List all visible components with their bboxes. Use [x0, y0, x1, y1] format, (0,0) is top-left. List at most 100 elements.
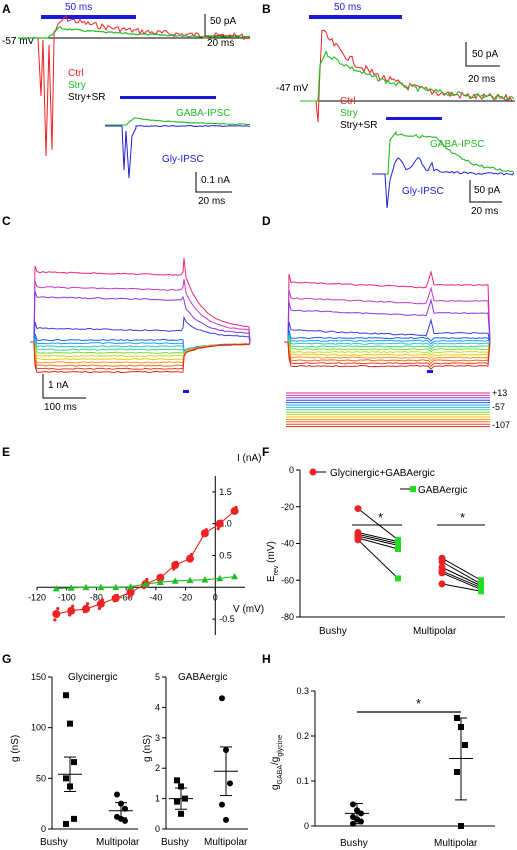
f-pair-line	[357, 508, 399, 541]
scalebar-c-y: 1 nA	[48, 380, 69, 391]
trace-c-0	[30, 257, 251, 343]
label-b-gly-ipsc: Gly-IPSC	[402, 186, 444, 197]
e-point-1	[171, 577, 179, 584]
e-replicate	[219, 519, 223, 523]
e-replicate	[114, 596, 118, 600]
f-legend-red-label: Glycinergic+GABAergic	[330, 468, 435, 479]
trace-c-4	[30, 333, 251, 353]
chartG2-ytick-label: 0	[155, 824, 160, 834]
e-point-1	[52, 585, 60, 592]
e-point-1	[112, 583, 120, 591]
e-replicate	[54, 613, 58, 617]
e-xtick-label: -100	[58, 592, 76, 602]
e-replicate	[234, 505, 238, 509]
g-glycinergic-plot: 0 50 100 150	[31, 672, 138, 834]
e-line-0	[56, 510, 235, 615]
chartG1-point	[71, 815, 77, 822]
scalebar-b-bottom: 50 pA 20 ms	[469, 180, 502, 217]
scalebar-a-bottom: 0.1 nA 20 ms	[195, 172, 232, 207]
chartG1-ytick-label: 50	[36, 773, 46, 783]
f-ytick-label: -60	[281, 575, 294, 585]
chartG1-point	[63, 775, 69, 782]
f-ytick-label: -40	[281, 539, 294, 549]
e-replicate	[172, 567, 176, 571]
e-point-1	[141, 580, 149, 587]
f-pair-line	[357, 535, 399, 546]
f-green-point	[478, 588, 484, 595]
h-sig: *	[416, 696, 421, 711]
e-replicate	[204, 528, 208, 532]
panel-d: D +13 -57 -107	[262, 214, 510, 430]
f-pair-line	[357, 537, 399, 550]
f-red-point	[354, 505, 362, 513]
trace-d-3	[284, 318, 491, 343]
g1-title: Glycinergic	[68, 672, 117, 683]
e-replicate	[142, 586, 146, 590]
f-ytick-label: -80	[281, 612, 294, 622]
e-replicate	[175, 560, 179, 564]
f-green-point	[395, 542, 401, 549]
trace-a-stry	[18, 25, 251, 39]
f-pair-line	[441, 557, 482, 581]
e-point-1	[216, 574, 224, 582]
scalebar-a-top-x: 20 ms	[207, 38, 234, 49]
f-pair-line	[357, 533, 399, 544]
panel-b: B 50 ms 50 pA 20 ms -47 mV Ctrl Stry Str…	[262, 2, 515, 217]
trace-d-13	[284, 341, 491, 367]
chartG1-ytick-label: 0	[41, 824, 46, 834]
h-xlabel-bushy: Bushy	[340, 838, 368, 849]
trace-c-3	[30, 315, 251, 343]
e-point-1	[231, 572, 239, 580]
trace-d-0	[284, 270, 491, 343]
chartH-point	[462, 742, 468, 748]
legend-a-ctrl: Ctrl	[68, 68, 84, 79]
iv-plot: -120 -100 -80 -60 -40 -20 0 -0.5 0.5 1.0 1.5	[28, 476, 245, 635]
e-replicate	[233, 509, 237, 513]
chartG2-ytick-label: 5	[155, 672, 160, 682]
chartG2-point	[227, 780, 233, 787]
e-point-1	[127, 583, 135, 590]
scalebar-b-top: 50 pA 20 ms	[465, 42, 500, 85]
f-sig-bushy: *	[378, 510, 383, 525]
chartH-point	[458, 823, 464, 829]
e-replicate	[127, 595, 131, 599]
trace-c-14	[30, 341, 251, 374]
panel-letter-b: B	[262, 2, 271, 16]
e-xlabel: V (mV)	[233, 604, 264, 615]
e-point-0	[67, 606, 76, 615]
f-green-point	[395, 575, 401, 582]
e-replicate	[145, 577, 149, 582]
g2-xlabel-bushy: Bushy	[161, 837, 189, 848]
traces-c	[30, 257, 251, 374]
e-replicate	[97, 606, 101, 611]
chartH-point	[454, 769, 460, 775]
e-replicate	[56, 607, 60, 611]
trace-d-1	[284, 286, 491, 343]
e-replicate	[203, 533, 207, 537]
chartH-ytick-label: 0.1	[296, 776, 309, 786]
e-xtick-label: -40	[149, 592, 162, 602]
e-ytick-label: 1.5	[219, 487, 232, 497]
panel-f: F 0 -20 -40 -60 -80 Erev (mV) Glycinergic+GA…	[262, 445, 505, 637]
traces-d	[284, 270, 491, 370]
f-green-point	[478, 577, 484, 584]
trace-c-1	[30, 278, 251, 343]
chartH-ytick-label: 0.3	[296, 686, 309, 696]
step-label-top: +13	[492, 388, 507, 398]
e-xtick-label: -20	[179, 592, 192, 602]
chartG2-point	[219, 801, 225, 808]
scalebar-a-bottom-y: 0.1 nA	[201, 175, 230, 186]
e-ytick-label: -0.5	[219, 614, 235, 624]
scalebar-b-top-y: 50 pA	[472, 49, 498, 60]
ratio-plot: 0 0.1 0.2 0.3	[296, 686, 495, 831]
f-legend-green-marker	[410, 486, 416, 492]
f-red-point	[438, 569, 446, 577]
g2-ylabel: g (nS)	[142, 735, 153, 762]
scalebar-b-bottom-y: 50 pA	[474, 185, 500, 196]
e-point-1	[67, 584, 75, 591]
trace-b-gaba-ipsc	[372, 130, 515, 175]
f-pair-line	[357, 539, 399, 579]
chartH-ytick-label: 0.2	[296, 731, 309, 741]
step-label-bottom: -107	[492, 420, 510, 430]
panel-a: A 50 ms 50 pA 20 ms -57 mV Ctrl Stry Str…	[2, 2, 251, 207]
